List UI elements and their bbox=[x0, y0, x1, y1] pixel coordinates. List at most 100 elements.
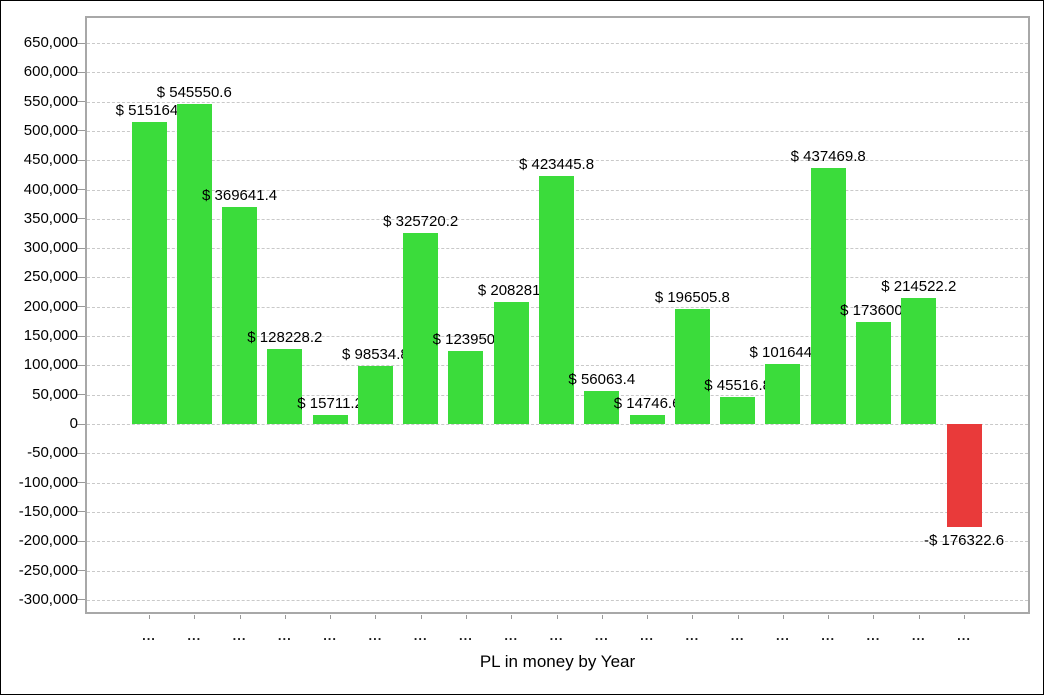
gridline bbox=[87, 424, 1028, 425]
x-axis-tick bbox=[873, 615, 875, 619]
bar bbox=[222, 207, 258, 424]
y-axis-tick bbox=[77, 101, 85, 103]
bar-value-label: $ 98534.8 bbox=[342, 346, 409, 364]
x-axis-tick-label: ... bbox=[277, 628, 292, 643]
y-axis-tick bbox=[77, 599, 85, 601]
x-axis-tick bbox=[918, 615, 920, 619]
y-axis-tick bbox=[77, 452, 85, 454]
bar-value-label: $ 423445.8 bbox=[518, 155, 595, 173]
x-axis-tick bbox=[330, 615, 332, 619]
bar-value-label: $ 515164. bbox=[115, 102, 183, 120]
bar bbox=[493, 301, 529, 424]
bar-value-label: $ 101644. bbox=[749, 344, 817, 362]
bar bbox=[403, 233, 439, 424]
x-axis-tick bbox=[239, 615, 241, 619]
x-axis-tick bbox=[284, 615, 286, 619]
x-axis-tick bbox=[828, 615, 830, 619]
bar-value-label: $ 128228.2 bbox=[247, 328, 323, 346]
x-axis-tick bbox=[601, 615, 603, 619]
x-axis-tick-label: ... bbox=[640, 628, 654, 643]
y-axis-tick-label: 0 bbox=[69, 415, 78, 432]
y-axis-tick-label: -200,000 bbox=[18, 532, 78, 550]
x-axis-tick bbox=[692, 615, 694, 619]
gridline bbox=[87, 101, 1028, 103]
bar-value-label: $ 14746.6 bbox=[613, 395, 681, 413]
bar-value-label: $ 214522.2 bbox=[881, 278, 957, 296]
bar bbox=[720, 397, 756, 424]
bar bbox=[946, 424, 982, 528]
x-axis-title: PL in money by Year bbox=[479, 652, 636, 671]
y-axis-tick bbox=[77, 364, 85, 366]
bar bbox=[131, 122, 167, 424]
x-axis-tick-label: ... bbox=[866, 628, 881, 643]
bar-value-label: $ 208281. bbox=[477, 281, 545, 299]
bar-value-label: $ 369641.4 bbox=[202, 187, 278, 205]
y-axis-tick-label: 250,000 bbox=[23, 268, 78, 286]
x-axis-tick bbox=[149, 615, 150, 619]
y-axis-tick bbox=[77, 42, 85, 44]
x-axis-tick-label: ... bbox=[368, 628, 383, 643]
bar-value-label: $ 325720.2 bbox=[383, 213, 459, 231]
x-axis-tick bbox=[964, 615, 966, 619]
x-axis-tick-label: ... bbox=[232, 628, 247, 643]
y-axis-tick bbox=[77, 189, 85, 191]
bar-value-label: $ 545550.6 bbox=[156, 84, 232, 102]
x-axis-tick-label: ... bbox=[142, 628, 156, 643]
bar-value-label: $ 56063.4 bbox=[568, 371, 636, 389]
y-axis-tick bbox=[77, 394, 85, 396]
bar-value-label: $ 15711.2 bbox=[297, 394, 363, 412]
y-axis-tick-label: 550,000 bbox=[23, 92, 78, 110]
y-axis-tick bbox=[77, 482, 85, 484]
bar bbox=[448, 351, 484, 424]
y-axis-tick-label: 50,000 bbox=[32, 385, 78, 403]
x-axis-tick bbox=[556, 615, 558, 619]
y-axis-tick bbox=[77, 306, 85, 308]
x-axis-tick bbox=[465, 615, 467, 619]
y-axis-tick-label: 650,000 bbox=[23, 34, 78, 51]
gridline bbox=[87, 570, 1028, 572]
gridline bbox=[87, 599, 1028, 601]
x-axis-tick-label: ... bbox=[730, 628, 745, 643]
bar bbox=[629, 415, 665, 424]
y-axis-tick-label: 150,000 bbox=[23, 327, 78, 345]
bar bbox=[765, 364, 801, 424]
y-axis-tick bbox=[77, 540, 85, 542]
x-axis-tick-label: ... bbox=[957, 628, 971, 643]
y-axis-tick bbox=[77, 423, 85, 425]
y-axis-tick bbox=[77, 335, 85, 337]
x-axis-tick-label: ... bbox=[594, 628, 609, 643]
x-axis-tick-label: ... bbox=[459, 628, 473, 643]
gridline bbox=[87, 541, 1028, 543]
y-axis-tick-label: 500,000 bbox=[23, 121, 78, 139]
bar bbox=[357, 366, 393, 424]
y-axis-tick-label: 600,000 bbox=[23, 63, 78, 81]
y-axis-tick-label: 100,000 bbox=[23, 356, 78, 374]
x-axis-tick bbox=[194, 615, 196, 619]
bar bbox=[176, 104, 212, 424]
bar-value-label: $ 437469.8 bbox=[790, 147, 866, 165]
gridline bbox=[87, 160, 1028, 162]
bar-value-label: $ 173600. bbox=[840, 302, 907, 320]
bar-value-label: $ 45516.8 bbox=[704, 377, 771, 395]
x-axis-tick-label: ... bbox=[413, 628, 428, 643]
bar-value-label: $ 196505.8 bbox=[654, 288, 730, 306]
x-axis-tick bbox=[375, 615, 377, 619]
x-axis-tick bbox=[737, 615, 739, 619]
y-axis-tick bbox=[77, 71, 85, 73]
x-axis-tick-label: ... bbox=[504, 628, 519, 643]
gridline bbox=[87, 43, 1028, 44]
bar bbox=[855, 322, 891, 424]
y-axis-tick-label: -50,000 bbox=[27, 444, 78, 462]
bar bbox=[810, 167, 846, 424]
y-axis-tick bbox=[77, 247, 85, 249]
y-axis-tick-label: 200,000 bbox=[23, 297, 78, 315]
y-axis-tick bbox=[77, 511, 85, 513]
gridline bbox=[87, 130, 1028, 132]
x-axis-tick-label: ... bbox=[549, 628, 564, 643]
x-axis-tick-label: ... bbox=[187, 628, 202, 643]
y-axis-tick bbox=[77, 276, 85, 278]
gridline bbox=[87, 482, 1028, 484]
y-axis-tick-label: 300,000 bbox=[23, 239, 78, 257]
x-axis-tick-label: ... bbox=[911, 628, 926, 643]
bar bbox=[901, 298, 937, 424]
